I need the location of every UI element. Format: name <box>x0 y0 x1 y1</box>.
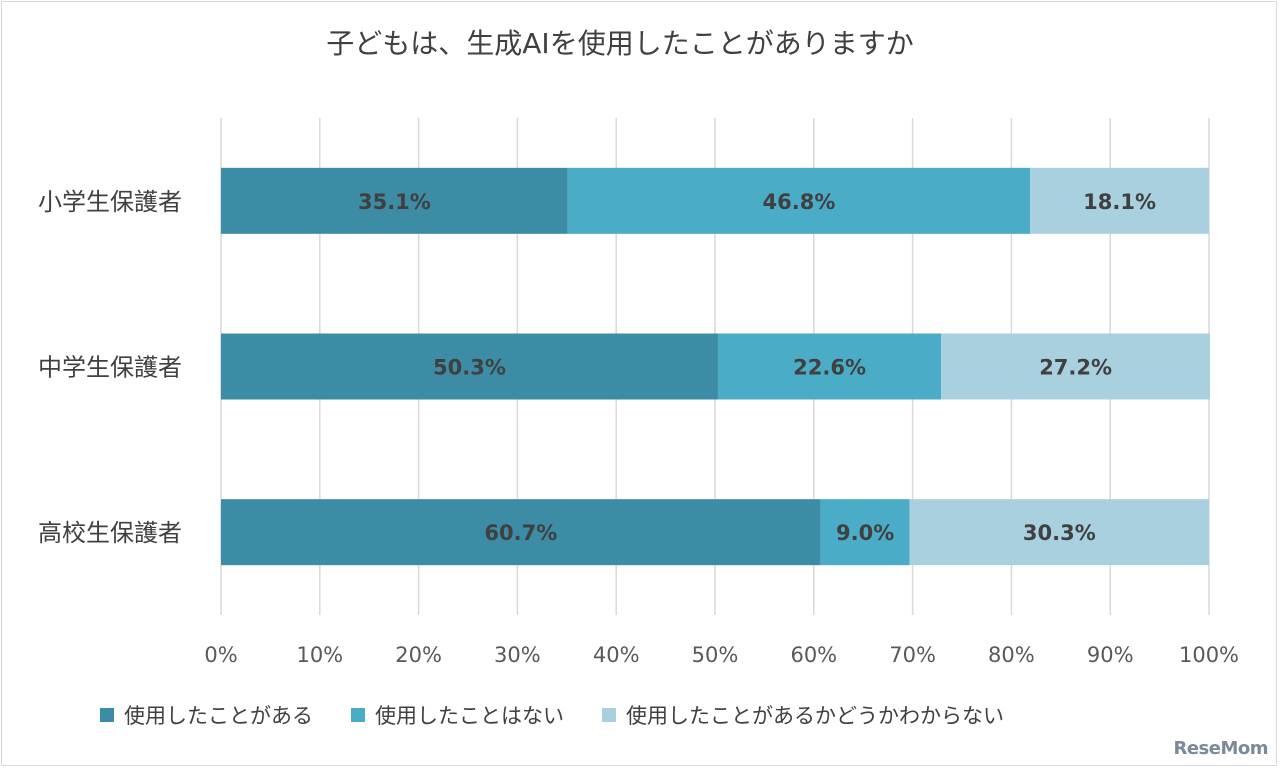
bar-segment <box>1030 167 1209 234</box>
x-tick-label: 80% <box>988 643 1035 667</box>
legend-label-unknown: 使用したことがあるかどうかわからない <box>626 704 1004 728</box>
legend-item-not-used: 使用したことはない <box>351 700 564 730</box>
x-tick-label: 90% <box>1087 643 1134 667</box>
x-tick-label: 50% <box>692 643 739 667</box>
bar-segment <box>567 167 1031 234</box>
bar-segment <box>717 333 942 400</box>
bar-data-label: 9.0% <box>836 521 894 545</box>
bar-data-label: 60.7% <box>484 521 557 545</box>
bar-segment <box>941 333 1210 400</box>
chart-title: 子どもは、生成AIを使用したことがありますか <box>326 27 914 60</box>
bar-segment <box>221 333 718 400</box>
x-tick-label: 70% <box>889 643 936 667</box>
y-category-label: 小学生保護者 <box>38 188 182 216</box>
x-tick-label: 0% <box>204 643 237 667</box>
bar-segment <box>909 499 1209 566</box>
bar-data-label: 22.6% <box>793 356 866 380</box>
bar-segment <box>820 499 910 566</box>
bar-data-label: 27.2% <box>1039 356 1112 380</box>
legend-label-used: 使用したことがある <box>124 704 313 728</box>
resemom-logo: ReseMom <box>1173 738 1268 759</box>
x-tick-label: 20% <box>395 643 442 667</box>
bar-segment <box>221 167 568 234</box>
bar-data-label: 18.1% <box>1083 190 1156 214</box>
legend-item-unknown: 使用したことがあるかどうかわからない <box>602 700 1004 730</box>
x-tick-label: 10% <box>296 643 343 667</box>
bar-data-label: 30.3% <box>1023 521 1096 545</box>
legend-label-not-used: 使用したことはない <box>375 704 564 728</box>
x-tick-label: 40% <box>593 643 640 667</box>
bar-segment <box>221 499 821 566</box>
legend-item-used: 使用したことがある <box>100 700 313 730</box>
legend-swatch-unknown <box>602 708 616 722</box>
x-tick-label: 100% <box>1179 643 1239 667</box>
bar-data-label: 46.8% <box>763 190 836 214</box>
legend-swatch-used <box>100 708 114 722</box>
legend-swatch-not-used <box>351 708 365 722</box>
x-tick-label: 60% <box>790 643 837 667</box>
y-category-label: 高校生保護者 <box>38 519 182 547</box>
legend: 使用したことがある 使用したことはない 使用したことがあるかどうかわからない <box>100 700 1004 730</box>
bar-data-label: 35.1% <box>358 190 431 214</box>
x-tick-label: 30% <box>494 643 541 667</box>
bar-data-label: 50.3% <box>433 356 506 380</box>
y-category-label: 中学生保護者 <box>38 354 182 382</box>
